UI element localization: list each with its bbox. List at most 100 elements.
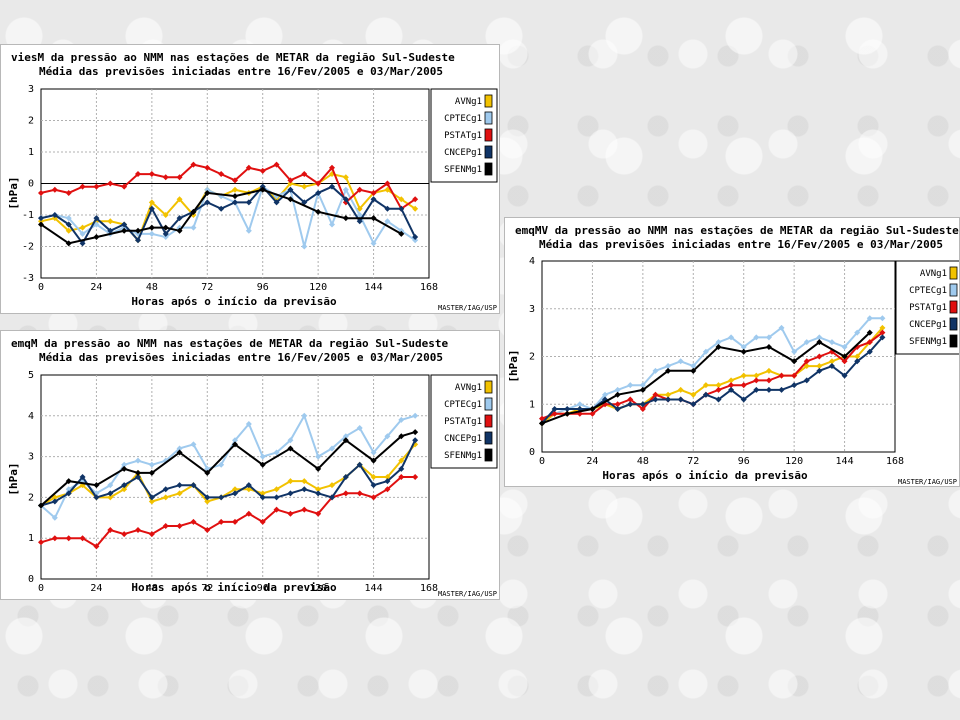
legend-label: CPTECg1 <box>444 114 482 124</box>
data-point <box>65 478 72 485</box>
data-point <box>287 180 294 187</box>
chart-emqv: emqMV da pressão ao NMM nas estações de … <box>507 224 959 486</box>
data-point <box>866 348 873 355</box>
data-point <box>412 205 419 212</box>
chart-vies: viesM da pressão ao NMM nas estações de … <box>7 51 498 312</box>
data-point <box>879 334 886 341</box>
plot-area <box>40 374 430 580</box>
data-point <box>273 199 280 206</box>
data-point <box>65 535 72 542</box>
data-point <box>148 230 155 237</box>
data-point <box>576 401 583 408</box>
data-point <box>79 535 86 542</box>
data-point <box>107 527 114 534</box>
data-point <box>287 186 294 193</box>
data-point <box>370 474 377 480</box>
data-point <box>287 196 294 203</box>
data-point <box>412 474 419 480</box>
data-point <box>79 224 86 231</box>
data-point <box>765 367 772 374</box>
data-point <box>245 227 252 234</box>
y-tick-label: -3 <box>22 273 34 284</box>
legend-swatch <box>484 397 493 411</box>
data-point <box>301 183 308 190</box>
data-point <box>370 494 377 501</box>
data-point <box>702 382 709 389</box>
data-point <box>148 498 155 505</box>
y-axis-label: [hPa] <box>7 462 20 495</box>
legend-swatch <box>949 317 958 331</box>
data-point <box>551 410 558 417</box>
data-point <box>866 315 873 322</box>
data-point <box>791 382 798 389</box>
data-point <box>51 535 58 542</box>
data-point <box>370 457 377 464</box>
data-point <box>176 482 183 489</box>
legend: AVNg1 CPTECg1 PSTATg1 CNCEPg1 SFENMg1 <box>430 374 498 469</box>
x-tick-label: 72 <box>201 583 213 594</box>
legend-box <box>895 260 959 355</box>
legend-label: SFENMg1 <box>909 337 947 347</box>
data-point <box>854 353 861 360</box>
data-point <box>107 227 114 234</box>
data-point <box>148 224 155 231</box>
data-point <box>715 339 722 346</box>
data-point <box>690 391 697 398</box>
data-point <box>218 171 225 178</box>
data-point <box>398 205 405 212</box>
data-point <box>287 437 294 444</box>
series-line <box>40 185 416 247</box>
data-point <box>273 449 280 456</box>
data-point <box>329 482 335 489</box>
data-point <box>315 180 322 187</box>
data-point <box>715 396 722 403</box>
data-point <box>93 183 100 190</box>
data-point <box>287 490 294 497</box>
data-point <box>602 401 609 408</box>
legend-swatch <box>484 94 493 108</box>
data-point <box>765 377 772 384</box>
data-point <box>342 196 349 203</box>
data-point <box>778 372 785 379</box>
data-point <box>329 445 335 452</box>
data-point <box>121 183 128 190</box>
data-point <box>232 193 238 200</box>
data-point <box>190 482 197 489</box>
data-point <box>854 329 861 336</box>
data-point <box>148 469 155 476</box>
chart-subtitle: Média das previsões iniciadas entre 16/F… <box>39 351 443 364</box>
series-SFENMg1 <box>539 329 873 427</box>
series-CNCEPg1 <box>38 437 419 509</box>
chart-title: emqMV da pressão ao NMM nas estações de … <box>515 224 959 237</box>
legend-label: SFENMg1 <box>444 451 482 461</box>
data-point <box>273 161 280 168</box>
data-point <box>370 196 377 203</box>
data-point <box>412 237 419 244</box>
data-point <box>93 494 100 501</box>
data-point <box>65 189 72 196</box>
data-point <box>652 367 659 374</box>
data-point <box>816 367 823 374</box>
data-point <box>176 227 183 234</box>
data-point <box>398 465 405 472</box>
legend-label: CNCEPg1 <box>444 148 482 158</box>
y-tick-label: 3 <box>28 84 34 95</box>
data-point <box>259 461 266 468</box>
data-point <box>204 199 211 206</box>
data-point <box>301 486 308 493</box>
data-point <box>232 486 238 493</box>
data-point <box>803 339 810 346</box>
data-point <box>204 469 211 476</box>
data-point <box>398 416 405 423</box>
data-point <box>259 494 266 501</box>
data-point <box>51 212 58 218</box>
data-point <box>259 183 266 190</box>
data-point <box>384 205 391 212</box>
data-point <box>356 212 363 218</box>
data-point <box>190 518 197 525</box>
legend-label: AVNg1 <box>920 269 947 279</box>
data-point <box>148 199 155 206</box>
data-point <box>728 334 735 341</box>
series-line <box>541 327 884 425</box>
legend-label: CNCEPg1 <box>909 320 947 330</box>
